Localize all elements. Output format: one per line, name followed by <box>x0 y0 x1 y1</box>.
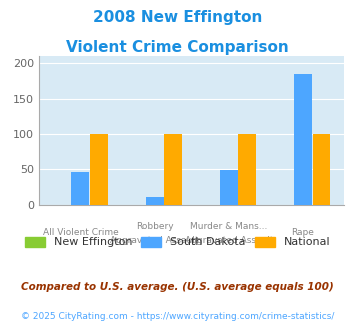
Bar <box>239 134 256 205</box>
Bar <box>220 170 238 205</box>
Text: Aggravated Assault: Aggravated Assault <box>110 236 199 245</box>
Text: Compared to U.S. average. (U.S. average equals 100): Compared to U.S. average. (U.S. average … <box>21 282 334 292</box>
Text: Aggravated Assault: Aggravated Assault <box>185 236 273 245</box>
Bar <box>146 197 164 205</box>
Text: Violent Crime Comparison: Violent Crime Comparison <box>66 40 289 54</box>
Bar <box>164 134 182 205</box>
Bar <box>71 172 89 205</box>
Bar <box>90 134 108 205</box>
Text: Robbery: Robbery <box>136 222 173 231</box>
Text: Murder & Mans...: Murder & Mans... <box>190 222 268 231</box>
Text: 2008 New Effington: 2008 New Effington <box>93 10 262 25</box>
Text: © 2025 CityRating.com - https://www.cityrating.com/crime-statistics/: © 2025 CityRating.com - https://www.city… <box>21 312 334 321</box>
Bar <box>294 75 312 205</box>
Bar <box>313 134 331 205</box>
Text: Rape: Rape <box>291 228 315 237</box>
Legend: New Effington, South Dakota, National: New Effington, South Dakota, National <box>21 232 334 252</box>
Text: All Violent Crime: All Violent Crime <box>43 228 118 237</box>
